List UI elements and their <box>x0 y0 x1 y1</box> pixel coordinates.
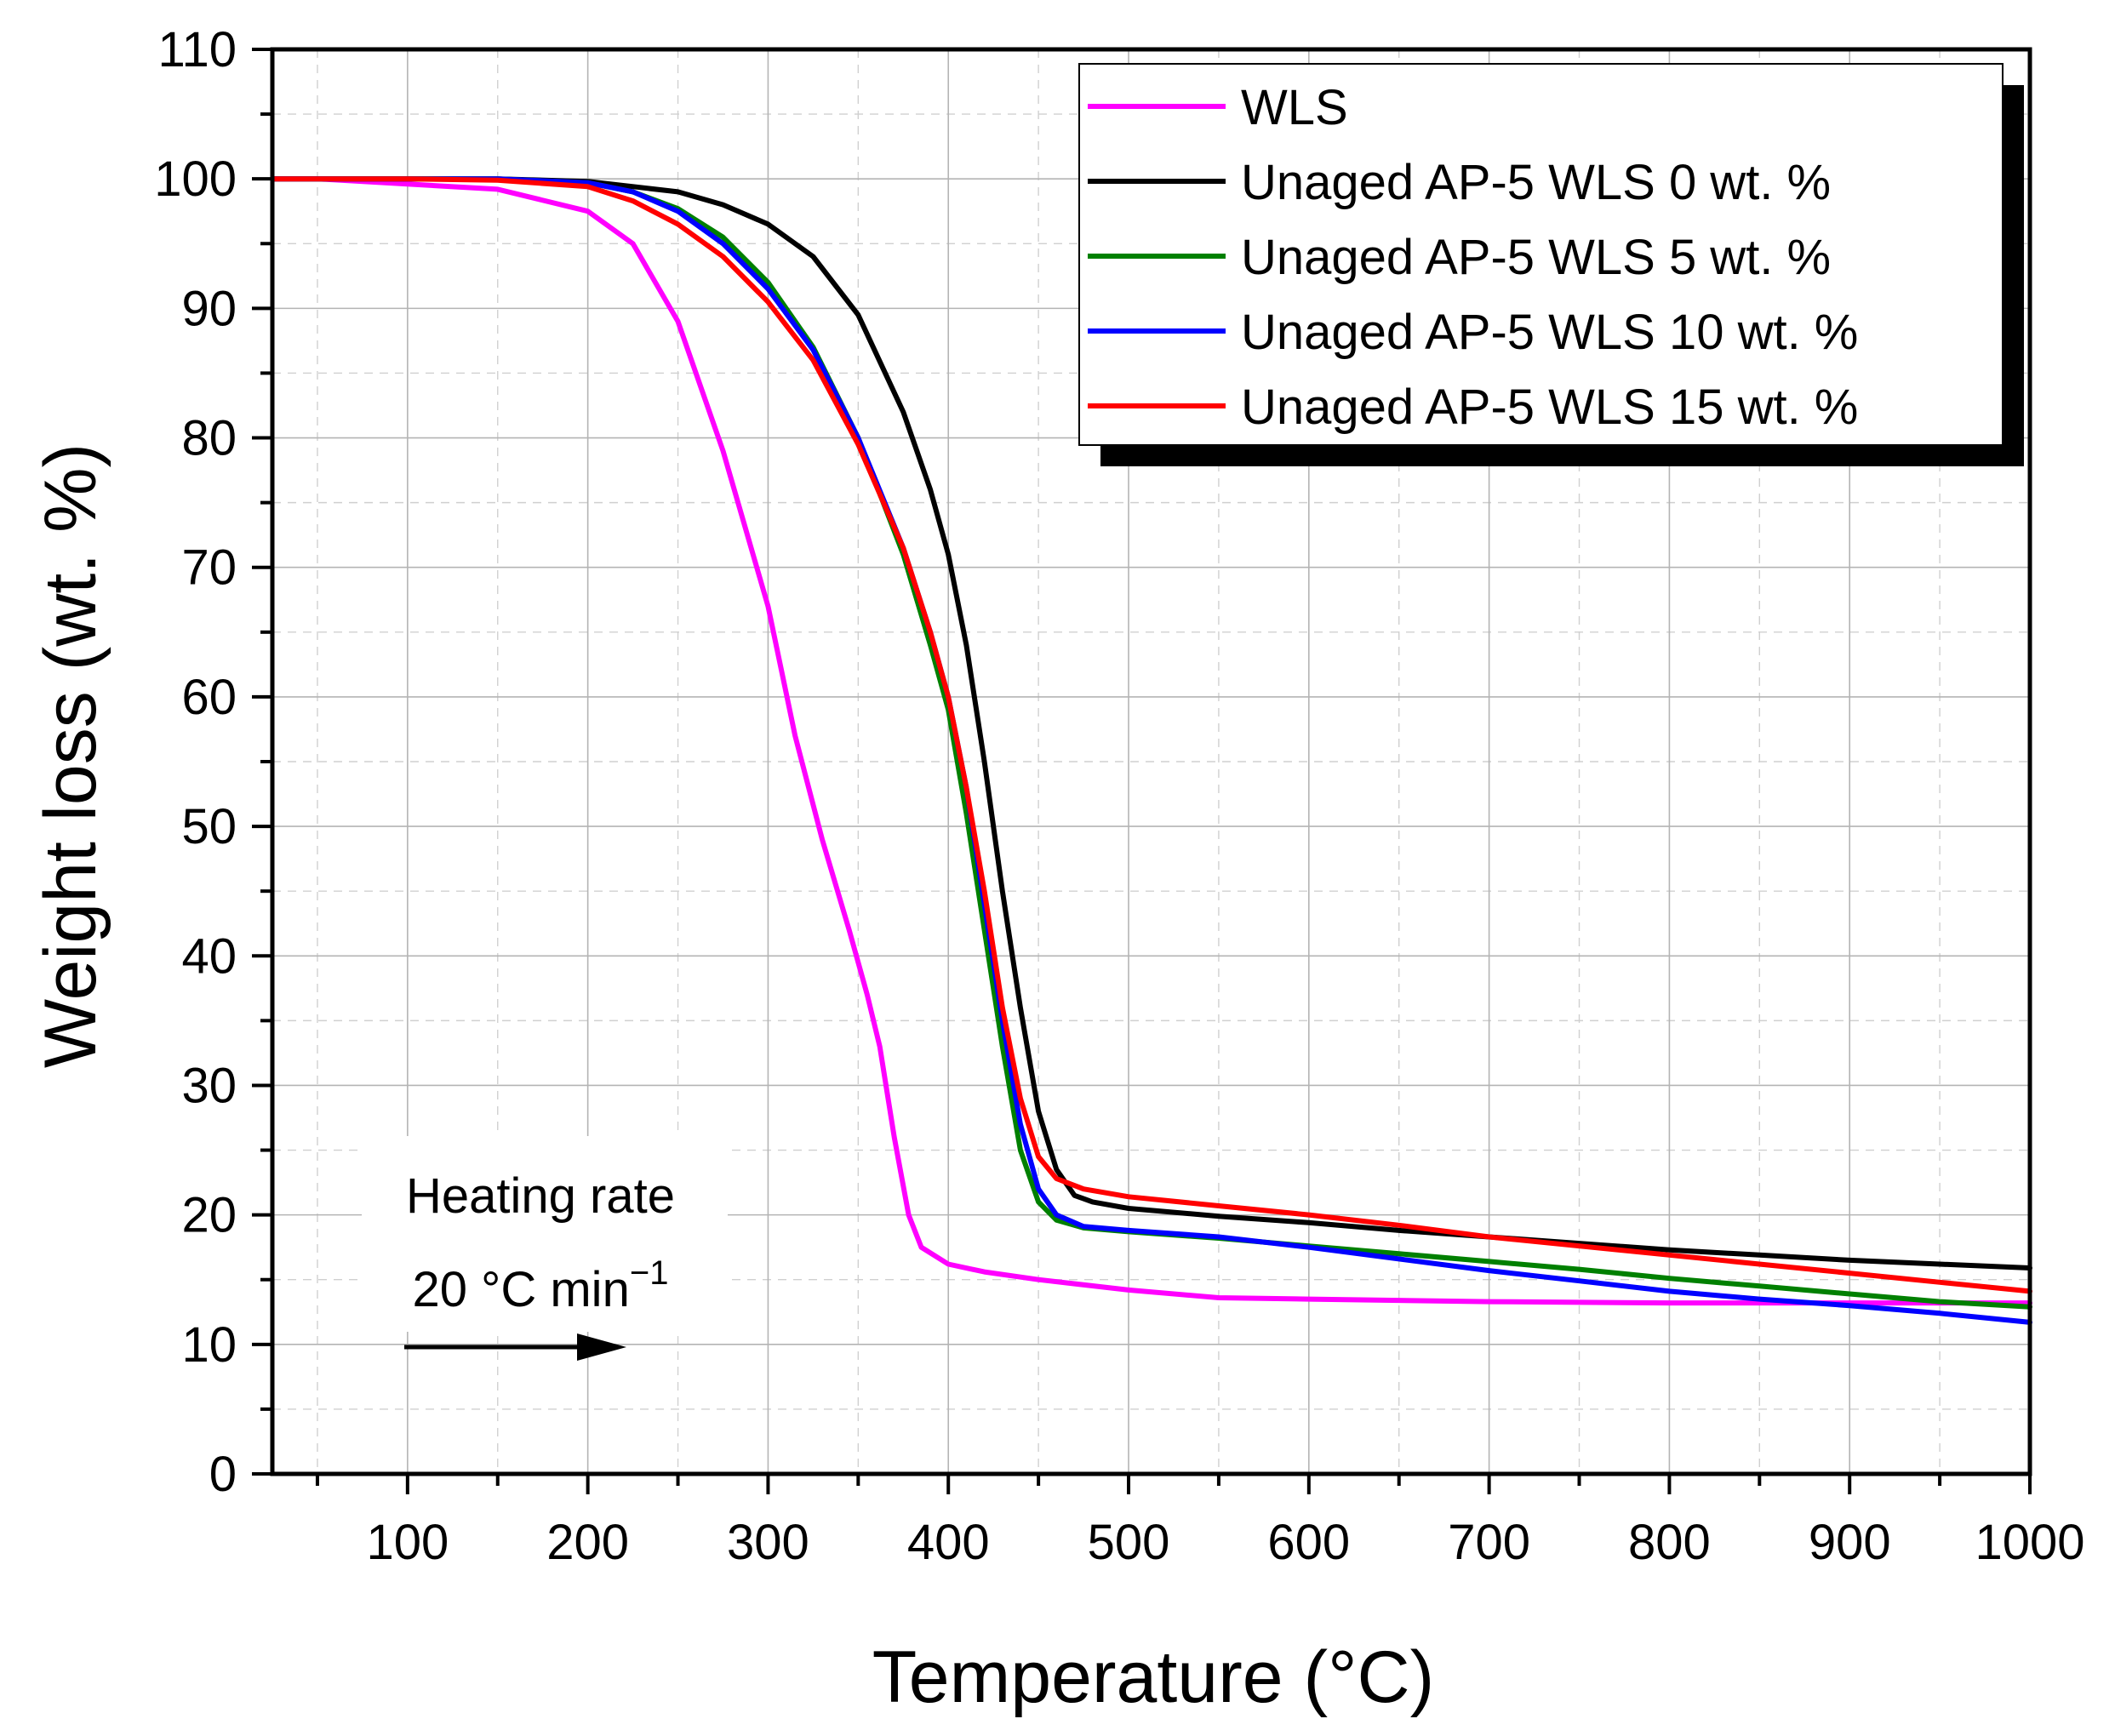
x-tick-label: 100 <box>366 1515 449 1570</box>
y-tick-label: 30 <box>181 1058 237 1113</box>
series-lines <box>270 176 2032 1325</box>
legend-label-2: Unaged AP-5 WLS 0 wt. % <box>1241 155 1831 210</box>
x-tick-label: 900 <box>1809 1515 1891 1570</box>
y-tick-label: 110 <box>158 22 237 77</box>
axis-ticks: 100 200 300 400 500 600 700 800 900 1000 0 10 20 30 40… <box>154 22 2084 1570</box>
x-tick-label: 1000 <box>1975 1515 2084 1570</box>
annotation-line1: Heating rate <box>406 1168 675 1224</box>
legend-box <box>1078 63 2004 446</box>
series-line-5 <box>270 176 2032 1294</box>
y-tick-label: 20 <box>181 1188 237 1243</box>
y-tick-label: 80 <box>181 411 237 466</box>
x-tick-label: 200 <box>546 1515 629 1570</box>
legend: WLS Unaged AP-5 WLS 0 wt. % Unaged AP-5 WL… <box>1078 63 2024 466</box>
x-tick-label: 800 <box>1628 1515 1711 1570</box>
y-tick-label: 90 <box>181 281 237 336</box>
legend-label-1: WLS <box>1241 80 1348 135</box>
y-tick-label: 70 <box>181 540 237 596</box>
y-tick-label: 0 <box>209 1447 237 1502</box>
series-line-2 <box>270 176 2032 1271</box>
x-tick-label: 700 <box>1448 1515 1530 1570</box>
annotation-box <box>362 1136 728 1332</box>
y-tick-label: 40 <box>181 928 237 984</box>
annotation-rate-exponent: −1 <box>630 1254 669 1292</box>
x-tick-label: 400 <box>907 1515 990 1570</box>
heating-arrow-head <box>577 1333 626 1361</box>
y-tick-label: 50 <box>181 799 237 854</box>
legend-label-3: Unaged AP-5 WLS 5 wt. % <box>1241 230 1831 285</box>
x-tick-label: 500 <box>1088 1515 1170 1570</box>
annotation-line2: 20 °C min−1 <box>413 1254 669 1317</box>
y-axis-title: Weight loss (wt. %) <box>30 443 111 1068</box>
legend-label-4: Unaged AP-5 WLS 10 wt. % <box>1241 305 1858 360</box>
x-axis-title: Temperature (°C) <box>872 1636 1434 1718</box>
heating-rate-annotation: Heating rate 20 °C min−1 <box>362 1136 728 1361</box>
x-tick-label: 600 <box>1267 1515 1350 1570</box>
y-tick-label: 60 <box>181 670 237 725</box>
y-tick-label: 10 <box>181 1317 237 1373</box>
legend-label-5: Unaged AP-5 WLS 15 wt. % <box>1241 380 1858 435</box>
series-line-1 <box>270 176 2032 1306</box>
annotation-rate: 20 °C min <box>413 1262 630 1317</box>
y-tick-label: 100 <box>154 151 237 207</box>
x-tick-label: 300 <box>727 1515 809 1570</box>
